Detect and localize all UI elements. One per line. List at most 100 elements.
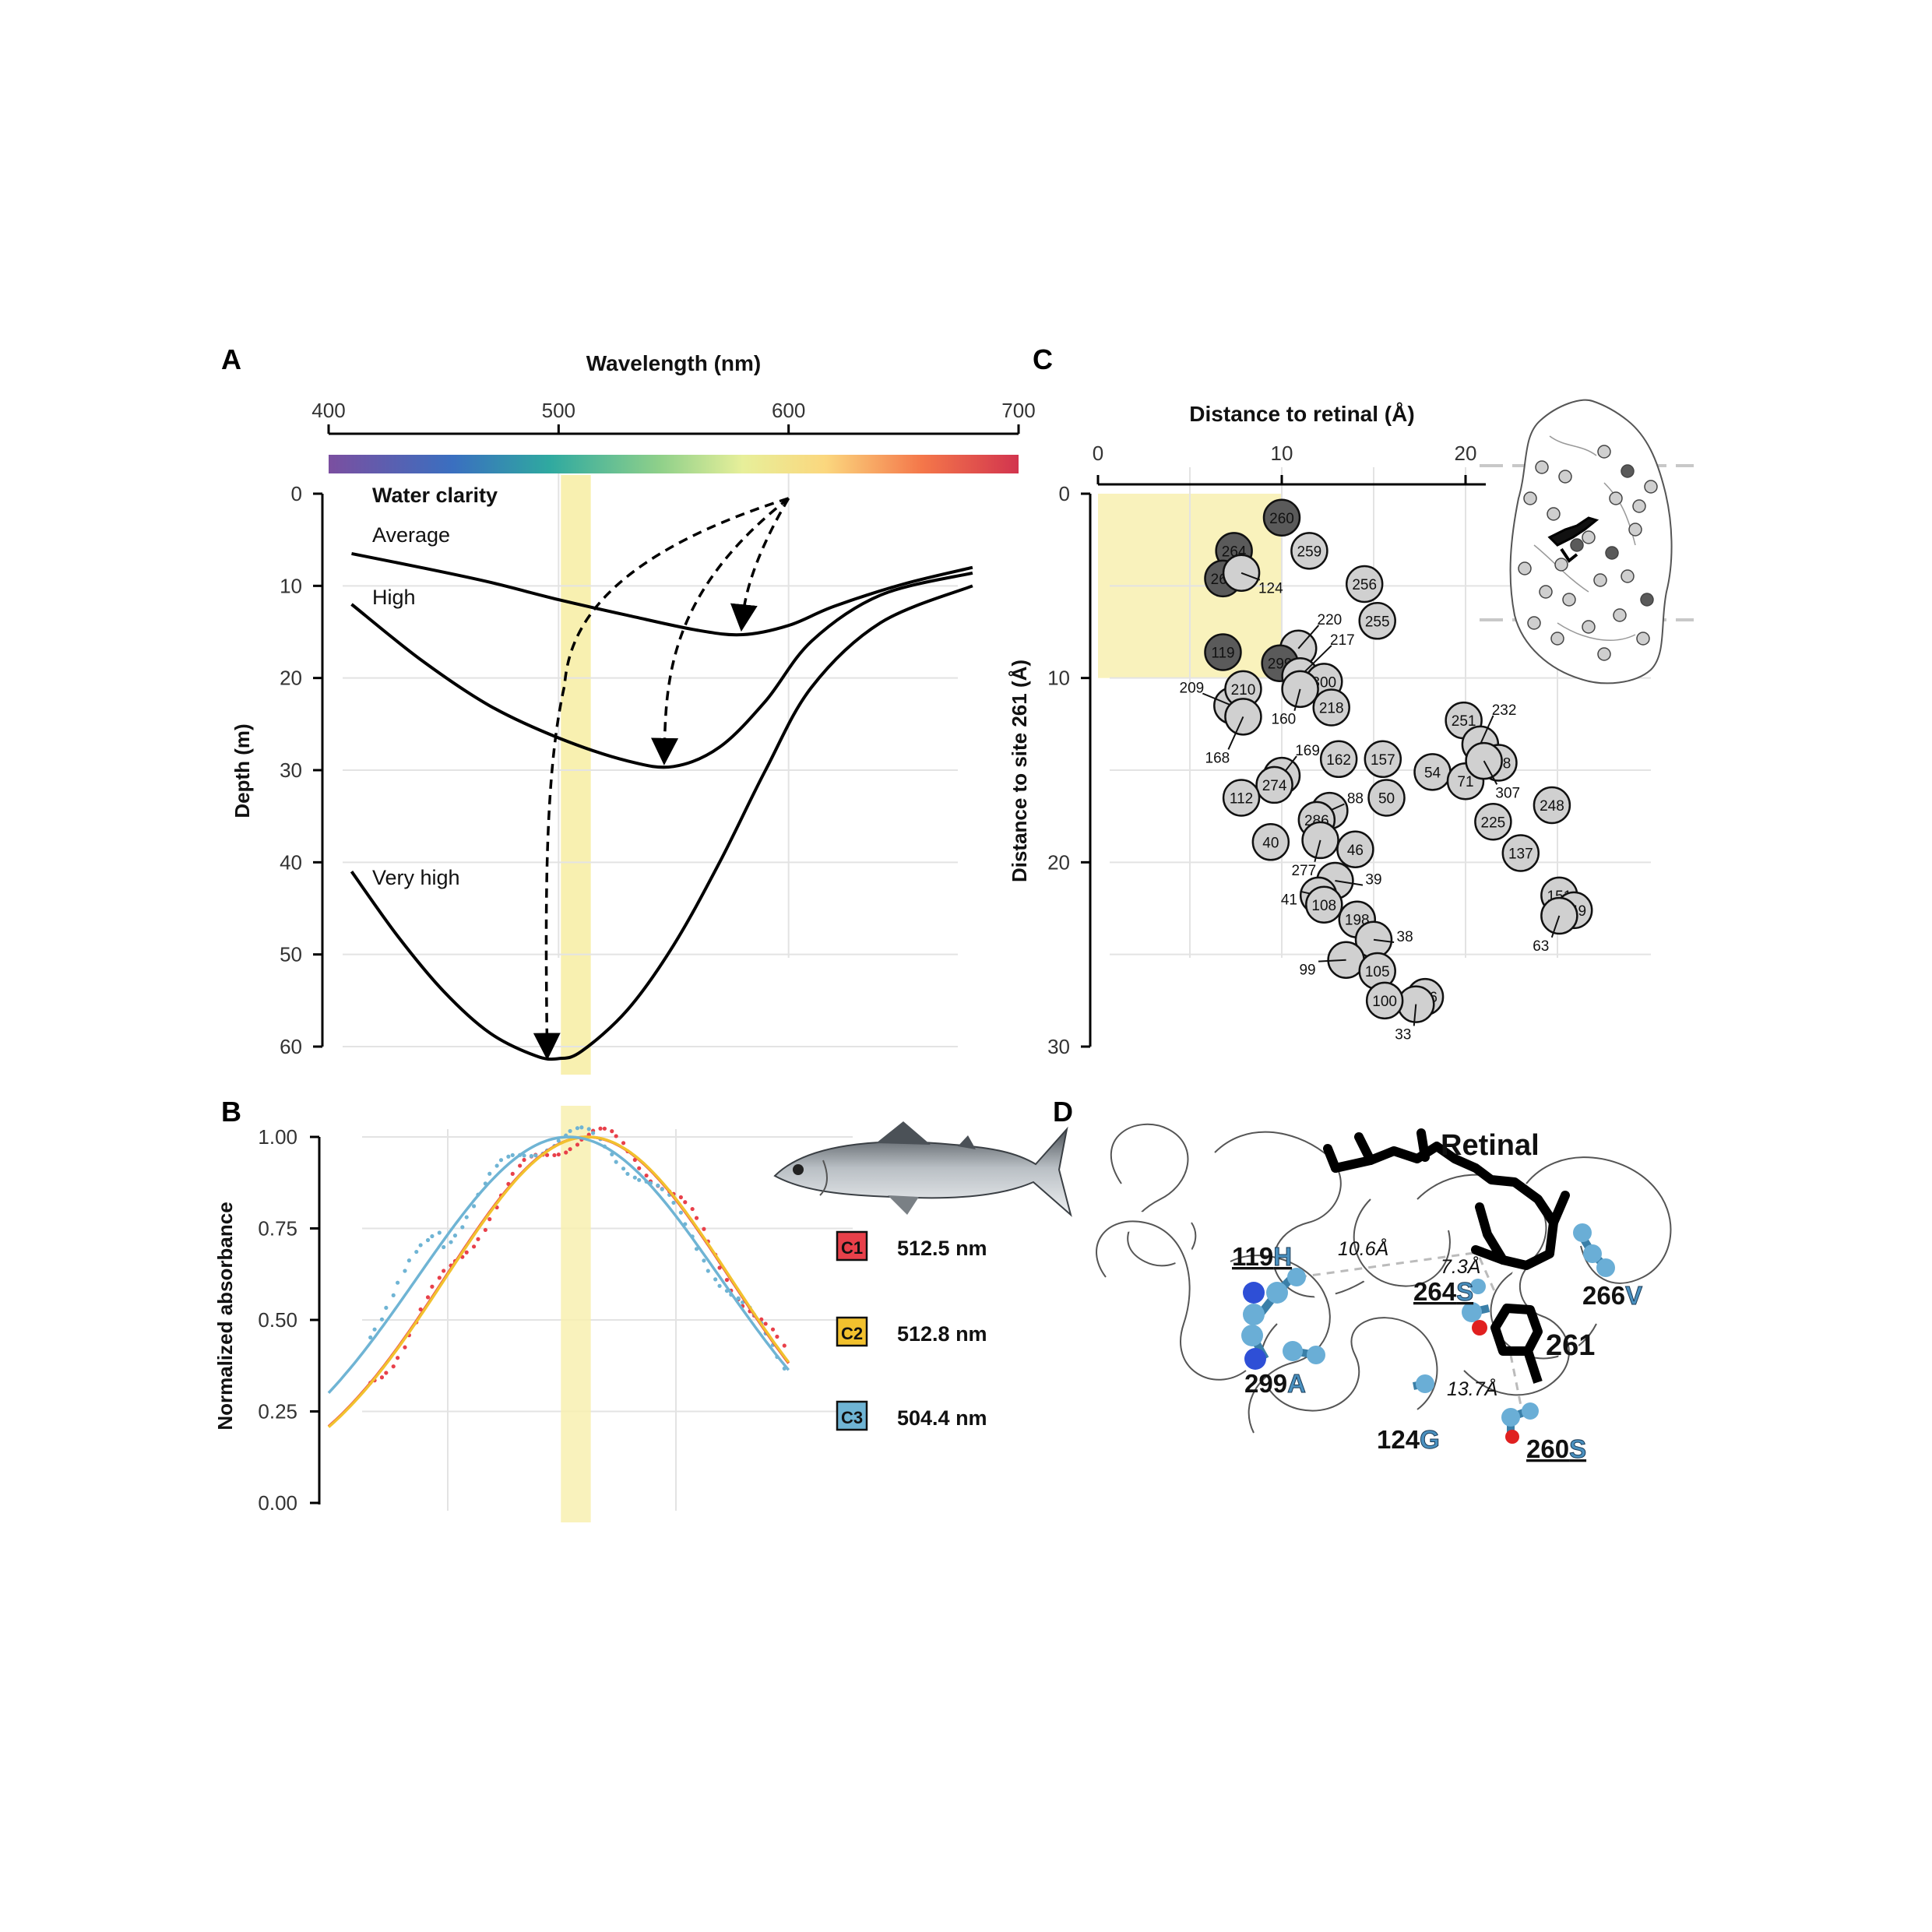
point-50 <box>1367 779 1406 817</box>
distance-labels: 10.6Å 7.3Å 13.7Å <box>1338 1237 1497 1400</box>
grid-b <box>362 1129 853 1511</box>
point-label-274: 274 <box>1262 778 1287 794</box>
data-point-c1 <box>782 1343 787 1348</box>
inset-dot <box>1562 593 1576 607</box>
data-point-c3 <box>452 1233 458 1238</box>
inset-dot <box>1558 470 1572 484</box>
y-axis-a: 0 10 20 30 40 50 60 <box>280 482 324 1058</box>
series-label-average: Average <box>372 523 450 547</box>
point-label-50: 50 <box>1378 791 1395 808</box>
point-label-157: 157 <box>1371 752 1395 769</box>
y-tick-label: 0.75 <box>258 1217 297 1240</box>
data-point-c1 <box>391 1364 396 1369</box>
point-40 <box>1251 823 1290 861</box>
residue-label-266: 266V <box>1582 1281 1642 1310</box>
y-tick-label: 60 <box>280 1035 302 1058</box>
arrow-1 <box>730 498 790 632</box>
inset-dots <box>1518 445 1658 661</box>
leader-160 <box>1293 688 1301 711</box>
point-label-71: 71 <box>1457 774 1473 790</box>
legend-b: C1 512.5 nm C2 512.8 nm C3 504.4 nm <box>836 1230 987 1431</box>
data-point-c3 <box>614 1160 618 1164</box>
data-point-c3 <box>384 1305 389 1311</box>
point-label-217: 217 <box>1330 632 1355 649</box>
data-point-c1 <box>644 1173 649 1178</box>
data-point-c1 <box>430 1284 435 1289</box>
data-point-c3 <box>430 1233 435 1239</box>
residue-aa-299: A <box>1287 1369 1306 1398</box>
leader-63 <box>1550 915 1561 938</box>
axis-title-distance-to-retinal: Distance to retinal (Å) <box>1189 402 1414 426</box>
fit-curve-c3 <box>327 1135 790 1394</box>
data-point-c3 <box>449 1240 453 1244</box>
data-point-c1 <box>763 1321 768 1326</box>
y-tick-label: 30 <box>1047 1035 1070 1058</box>
legend-title-water-clarity: Water clarity <box>372 484 498 507</box>
y-tick-label: 20 <box>280 667 302 690</box>
point-label-218: 218 <box>1319 701 1344 717</box>
point-label-162: 162 <box>1326 752 1351 769</box>
point-label-33: 33 <box>1395 1026 1411 1043</box>
data-point-c1 <box>510 1171 515 1176</box>
data-point-c1 <box>425 1295 431 1300</box>
inset-dot <box>1535 460 1549 474</box>
site-261-sidechain <box>1490 1304 1543 1384</box>
data-point-c3 <box>437 1230 442 1235</box>
residue-number-119: 119 <box>1232 1242 1273 1271</box>
data-point-c1 <box>598 1126 603 1131</box>
inset-dot <box>1636 632 1650 646</box>
data-point-c3 <box>632 1175 637 1180</box>
inset-dot <box>1539 585 1553 599</box>
curve-high <box>350 571 973 769</box>
grid-a <box>343 467 958 1047</box>
point-46 <box>1336 830 1374 869</box>
point-label-232: 232 <box>1492 702 1517 719</box>
residue-number-264: 264 <box>1413 1277 1457 1306</box>
data-point-c3 <box>575 1126 580 1131</box>
data-point-c1 <box>471 1244 477 1249</box>
data-point-c1 <box>418 1307 423 1312</box>
data-point-c1 <box>464 1250 469 1255</box>
y-tick-label: 0 <box>291 482 302 505</box>
point-218 <box>1312 688 1350 727</box>
point-label-169: 169 <box>1295 743 1320 759</box>
curves-b <box>327 1135 790 1428</box>
protein-surface-inset <box>1480 399 1694 684</box>
panel-d-label: D <box>1053 1096 1073 1128</box>
inset-dot <box>1597 647 1611 661</box>
y-tick-label: 1.00 <box>258 1125 297 1149</box>
inset-dot <box>1550 632 1564 646</box>
highlight-band-b <box>561 1106 591 1522</box>
series-label-high: High <box>372 586 416 609</box>
data-point-c3 <box>391 1293 396 1297</box>
data-point-c3 <box>706 1269 710 1273</box>
point-label-105: 105 <box>1365 964 1390 980</box>
residue-label-124: 124G <box>1377 1425 1440 1454</box>
point-108 <box>1305 885 1343 924</box>
axis-title-normalized-absorbance: Normalized absorbance <box>213 1202 237 1430</box>
distance-119-label: 10.6Å <box>1338 1237 1388 1260</box>
residue-label-264: 264S <box>1413 1277 1473 1306</box>
y-tick-label: 0.00 <box>258 1491 297 1515</box>
legend-swatch-c3 <box>836 1400 868 1431</box>
retinal-label: Retinal <box>1441 1129 1540 1162</box>
y-tick-label: 10 <box>280 574 302 597</box>
x-tick-label: 400 <box>311 399 345 422</box>
residue-label-260: 260S <box>1526 1434 1586 1463</box>
inset-dot <box>1609 491 1623 505</box>
point-label-40: 40 <box>1262 835 1279 851</box>
point-255 <box>1358 602 1396 640</box>
point-label-256: 256 <box>1352 577 1377 593</box>
point-274 <box>1255 765 1293 804</box>
legend-label-c3: 504.4 nm <box>897 1406 987 1430</box>
x-tick-label: 600 <box>772 399 805 422</box>
data-point-c1 <box>437 1276 442 1280</box>
point-label-225: 225 <box>1481 815 1506 831</box>
distance-264-label: 7.3Å <box>1441 1255 1480 1278</box>
inset-dot <box>1621 569 1635 583</box>
curve-very-high <box>350 584 973 1061</box>
point-label-46: 46 <box>1347 843 1364 859</box>
residue-balls <box>1241 1223 1615 1444</box>
point-label-38: 38 <box>1397 929 1413 945</box>
